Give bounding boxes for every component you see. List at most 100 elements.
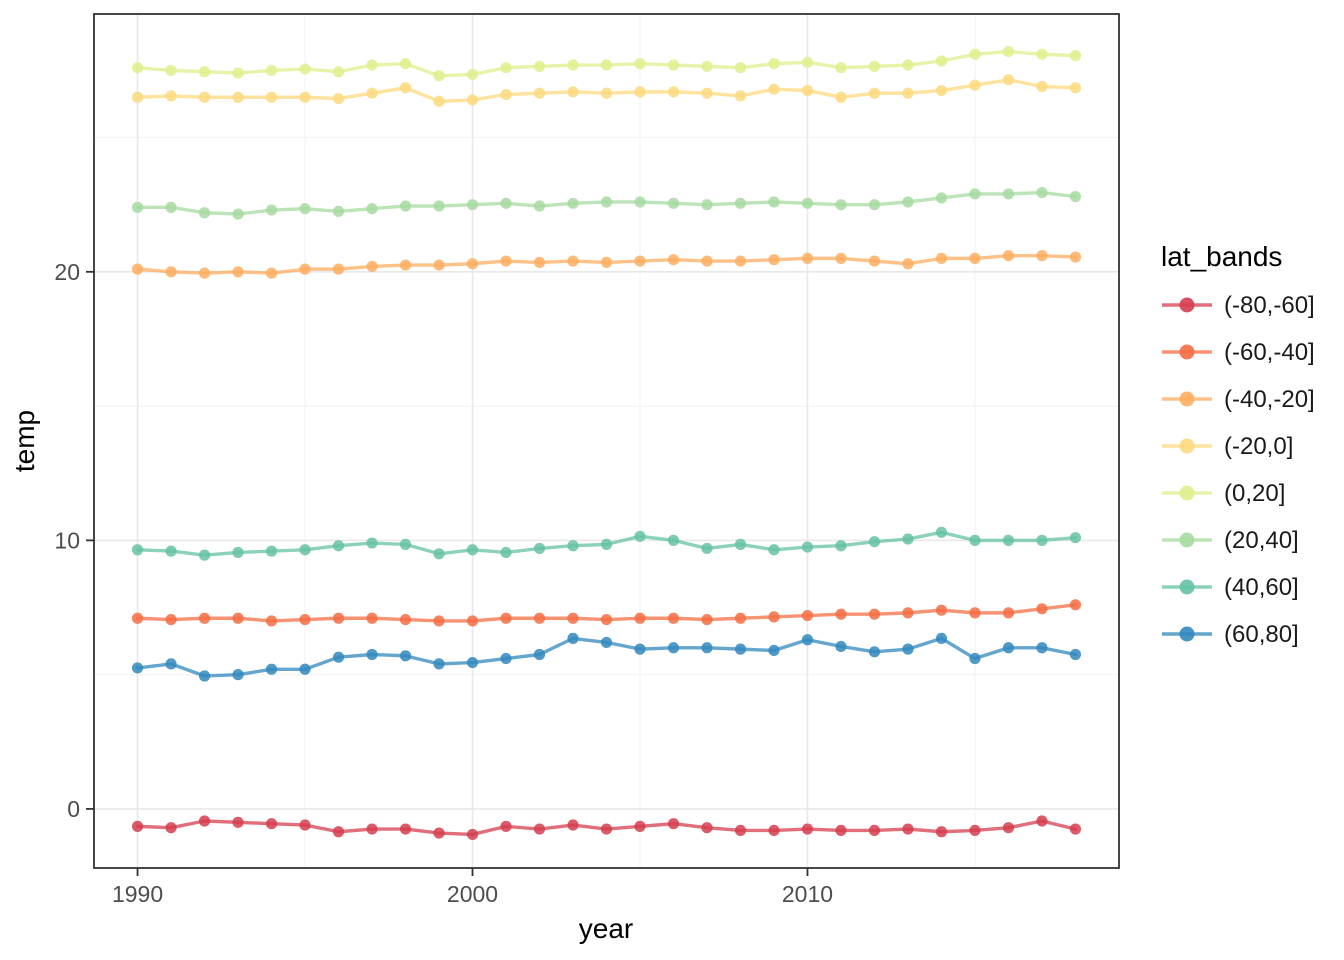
data-point [835,540,847,552]
data-point [634,643,646,655]
data-point [969,607,981,619]
data-point [768,254,780,266]
data-point [902,59,914,71]
data-point [131,263,144,275]
data-point [768,196,780,208]
y-tick-label: 20 [54,259,80,285]
data-point [533,648,546,661]
data-point [768,544,780,556]
data-point [935,252,948,264]
data-point [935,604,948,616]
data-point [466,68,479,81]
data-point [701,60,713,72]
data-point [1069,50,1082,62]
data-point [734,643,747,655]
legend-key-dot [1179,579,1195,595]
legend-title: lat_bands [1161,241,1282,272]
data-point [935,55,948,67]
data-point [701,613,713,626]
data-point [165,545,177,557]
data-point [466,94,479,106]
data-point [701,255,713,267]
data-point [701,199,713,211]
legend-entry: (-20,0] [1162,433,1293,460]
legend-label: (-60,-40] [1224,339,1315,366]
data-point [667,534,680,546]
legend-key-dot [1179,438,1195,454]
data-point [399,58,412,70]
series [131,632,1082,682]
data-point [868,255,881,267]
data-point [801,609,814,622]
data-point [265,818,278,830]
x-tick-label: 2000 [447,881,498,907]
data-point [1002,45,1015,58]
data-point [734,824,747,837]
data-point [634,86,646,98]
data-point [801,252,814,264]
data-point [667,254,680,266]
data-point [868,608,881,620]
data-point [734,90,747,102]
data-point [1002,607,1015,619]
data-point [265,204,278,216]
data-point [835,199,847,211]
data-point [1036,534,1048,546]
data-point [131,544,144,556]
data-point [600,823,613,835]
data-point [232,266,244,278]
data-point [165,64,177,76]
data-point [600,538,613,550]
data-point [969,48,981,60]
data-point [600,256,613,269]
data-point [299,91,311,103]
data-point [1002,250,1015,262]
data-point [868,87,881,99]
data-point [131,662,144,674]
data-point [299,819,311,831]
data-point [935,84,948,97]
data-point [969,79,981,91]
data-point [1069,823,1082,835]
data-point [232,612,244,624]
data-point [533,542,546,555]
data-point [433,827,445,839]
series [131,45,1082,82]
series [131,815,1082,841]
data-point [165,201,177,213]
data-point [265,91,278,103]
data-point [667,818,680,830]
legend-entry: (0,20] [1162,480,1285,507]
data-point [198,815,211,827]
data-point [600,613,613,626]
x-tick-label: 1990 [112,881,163,907]
data-point [600,196,613,208]
axis-layer: 1990 2000 2010 0 10 20 [54,259,833,907]
data-point [232,669,244,681]
data-point [399,200,412,212]
data-point [500,88,512,101]
data-point [433,658,445,670]
data-point [734,197,747,209]
data-point [1002,534,1015,546]
data-point [868,646,881,658]
data-point [165,266,177,278]
data-point [131,612,144,624]
data-point [835,62,847,74]
data-point [1002,188,1015,200]
data-point [969,534,981,546]
data-point [265,545,278,557]
legend-entry: (20,40] [1162,527,1299,554]
data-point [768,58,780,70]
data-point [232,67,244,79]
data-point [1036,80,1048,93]
data-point [969,252,981,264]
data-point [165,822,177,834]
data-point [433,70,445,82]
legend-entry: (-60,-40] [1162,339,1315,366]
data-point [232,91,244,103]
data-point [969,652,981,665]
legend-label: (-40,-20] [1224,386,1315,413]
